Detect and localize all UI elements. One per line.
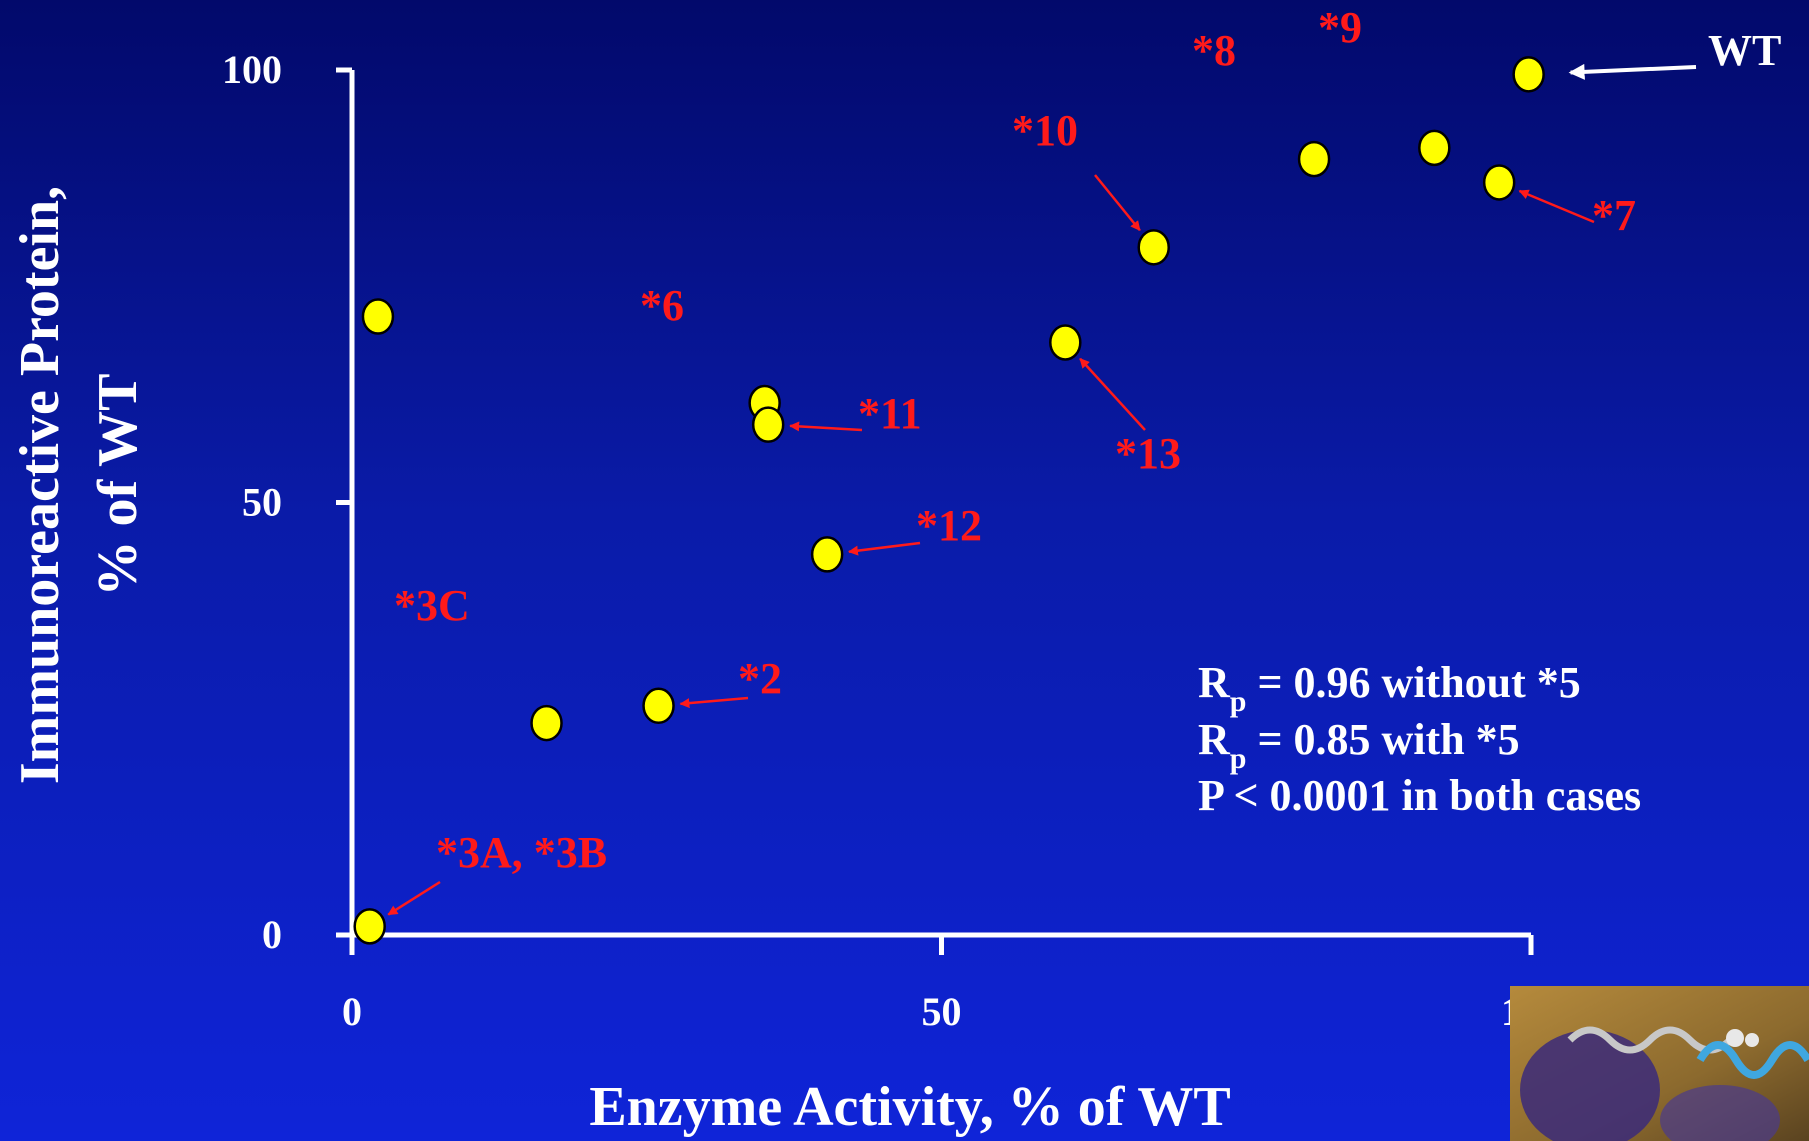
point-label: *10 — [1012, 106, 1078, 155]
point-label: *13 — [1115, 429, 1181, 478]
data-point — [1297, 140, 1331, 178]
x-tick-label: 0 — [342, 989, 362, 1034]
y-tick-label: 0 — [262, 912, 282, 957]
data-point — [751, 406, 785, 443]
data-point — [1482, 164, 1516, 201]
data-point — [1049, 324, 1082, 361]
x-axis-title: Enzyme Activity, % of WT — [589, 1076, 1230, 1138]
point-label: *8 — [1192, 26, 1236, 75]
y-tick-label: 50 — [242, 480, 282, 525]
data-point — [361, 298, 395, 335]
y-tick-label: 100 — [222, 47, 282, 92]
y-axis-title-line1: Immunoreactive Protein, — [9, 186, 71, 784]
x-tick-label: 50 — [922, 989, 962, 1034]
point-label: *6 — [640, 281, 684, 330]
label-arrow — [679, 696, 749, 709]
data-point — [642, 687, 675, 725]
point-label: WT — [1708, 26, 1781, 75]
label-arrow — [1094, 174, 1141, 232]
data-point — [1512, 56, 1545, 93]
label-arrow — [1518, 189, 1595, 224]
point-label: *11 — [858, 389, 922, 438]
label-arrow — [847, 541, 921, 556]
point-label: *7 — [1592, 191, 1636, 240]
stat-line-2: Rp = 0.85 with *5 — [1198, 715, 1520, 775]
correlation-annotation: Rp = 0.96 without *5 Rp = 0.85 with *5 P… — [1198, 658, 1641, 820]
point-label: *2 — [738, 654, 782, 703]
label-arrow — [1568, 63, 1697, 80]
data-point — [530, 704, 563, 742]
protein-structure-image — [1510, 986, 1809, 1141]
data-point — [1418, 129, 1451, 167]
y-axis-title-line2: % of WT — [87, 374, 149, 597]
point-label: *3A, *3B — [436, 828, 607, 877]
data-point — [810, 536, 844, 573]
label-arrow — [387, 880, 441, 916]
stat-line-1: Rp = 0.96 without *5 — [1198, 658, 1581, 718]
point-label: *3C — [394, 581, 470, 630]
label-arrow — [1079, 357, 1146, 431]
label-arrow — [789, 421, 863, 432]
point-label: *12 — [916, 501, 982, 550]
data-point — [1137, 229, 1170, 266]
stat-line-3: P < 0.0001 in both cases — [1198, 771, 1641, 820]
point-label: *9 — [1318, 3, 1362, 52]
data-point — [353, 908, 386, 945]
